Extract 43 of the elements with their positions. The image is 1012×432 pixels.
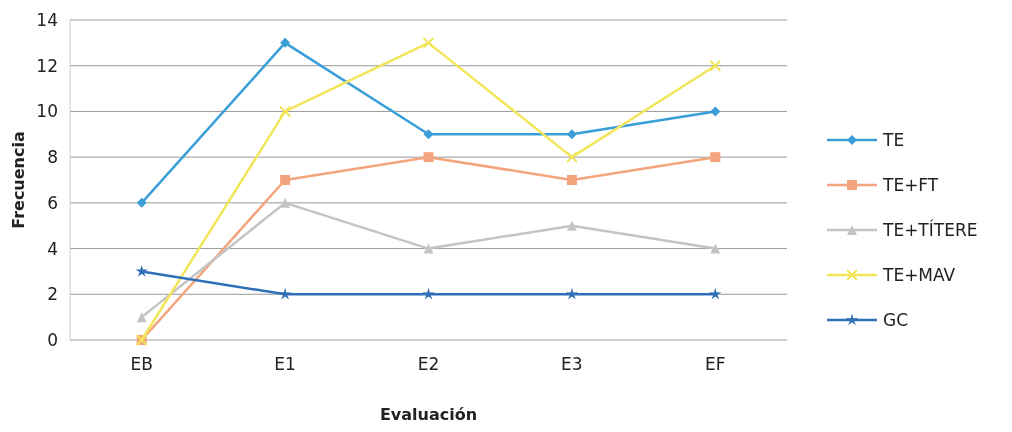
point [423,152,434,163]
point [566,129,577,140]
y-tick-label: 4 [47,238,58,259]
point [279,105,292,118]
point [278,287,292,300]
point [423,243,434,254]
point [422,36,435,49]
y-tick-label: 10 [36,101,58,122]
y-tick-label: 2 [47,284,58,305]
point [710,152,721,163]
legend-label: GC [883,309,909,330]
x-axis-title: Evaluación [379,405,478,424]
y-tick-label: 12 [36,55,58,76]
point [135,264,148,277]
x-tick-label: E2 [417,354,440,374]
point [710,106,721,117]
point [280,197,291,208]
point [565,151,578,164]
point [710,243,721,254]
x-tick-label: E1 [274,354,296,374]
point [136,197,147,208]
legend-label: TE+TÍTERE [882,218,978,240]
legend-label: TE+MAV [882,264,956,285]
y-tick-label: 8 [47,147,58,168]
point [709,287,722,300]
point [709,59,722,72]
y-tick-label: 0 [47,329,58,350]
point [566,175,577,185]
point [280,37,291,48]
point [136,312,147,323]
x-tick-label: EF [705,354,726,374]
point [280,175,291,185]
y-tick-label: 14 [36,9,58,30]
point [423,129,434,140]
legend-label: TE [882,129,905,150]
point [422,287,435,300]
y-axis-title: Frecuencia [9,131,28,229]
x-tick-label: E3 [561,354,583,374]
y-tick-label: 6 [47,192,58,213]
legend-label: TE+FT [882,174,939,195]
point [565,287,579,300]
point [566,220,577,231]
x-tick-label: EB [130,354,153,374]
